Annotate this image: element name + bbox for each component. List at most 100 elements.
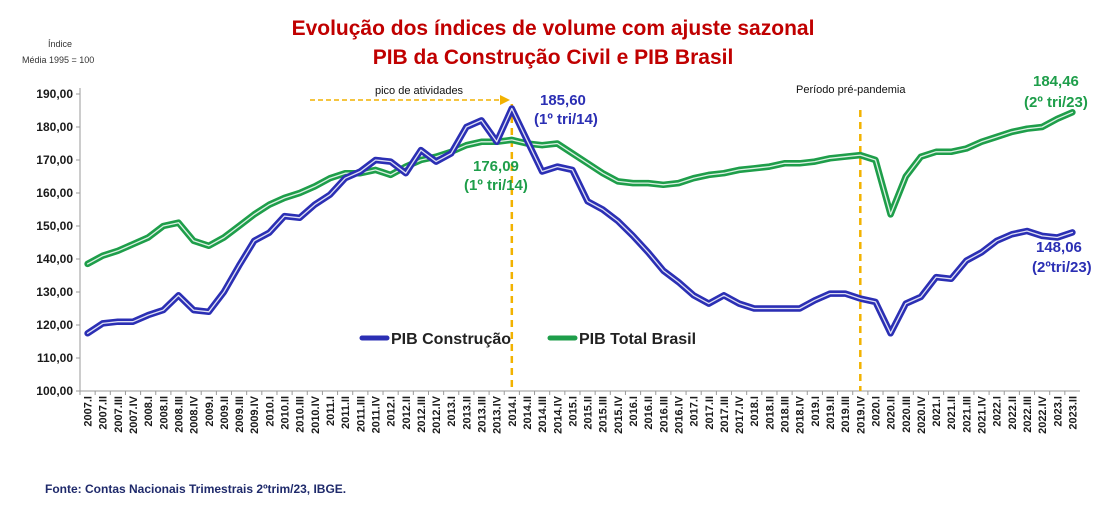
y-tick-label: 180,00 bbox=[36, 120, 73, 134]
x-tick-label: 2014.III bbox=[537, 396, 549, 433]
x-tick-label: 2009.II bbox=[219, 396, 231, 430]
x-tick-label: 2009.III bbox=[234, 396, 246, 433]
total-peak-value: 176,09 bbox=[473, 158, 519, 175]
x-tick-label: 2010.IV bbox=[310, 395, 322, 434]
x-tick-label: 2017.I bbox=[689, 396, 701, 427]
legend-label-total: PIB Total Brasil bbox=[579, 331, 696, 348]
x-tick-label: 2022.IV bbox=[1037, 395, 1049, 434]
x-tick-label: 2016.IV bbox=[673, 395, 685, 434]
x-tick-label: 2017.III bbox=[719, 396, 731, 433]
x-tick-label: 2020.I bbox=[870, 396, 882, 427]
y-tick-label: 100,00 bbox=[36, 384, 73, 398]
x-tick-label: 2011.IV bbox=[370, 395, 382, 433]
x-tick-label: 2007.II bbox=[98, 396, 110, 430]
x-tick-label: 2015.IV bbox=[613, 395, 625, 434]
series-layer bbox=[84, 105, 1076, 337]
x-tick-label: 2010.III bbox=[295, 396, 307, 433]
series-highlight-construcao bbox=[86, 107, 1074, 334]
x-tick-label: 2018.I bbox=[749, 396, 761, 427]
x-tick-label: 2020.II bbox=[886, 396, 898, 430]
x-tick-label: 2020.III bbox=[901, 396, 913, 433]
x-tick-label: 2016.II bbox=[643, 396, 655, 430]
x-tick-label: 2009.IV bbox=[249, 395, 261, 434]
x-tick-label: 2021.II bbox=[946, 396, 958, 430]
x-tick-label: 2019.IV bbox=[855, 395, 867, 434]
x-tick-label: 2013.I bbox=[446, 396, 458, 427]
x-tick-label: 2022.II bbox=[1007, 396, 1019, 430]
x-tick-label: 2012.II bbox=[401, 396, 413, 430]
x-axis: 2007.I 2007.II 2007.III 2007.IV 2008.I 2008.I… bbox=[79, 390, 1080, 434]
construcao-last-value: 148,06 bbox=[1036, 239, 1082, 256]
x-tick-label: 2013.II bbox=[461, 396, 473, 430]
x-tick-label: 2009.I bbox=[204, 396, 216, 427]
x-tick-label: 2008.I bbox=[143, 396, 155, 427]
y-tick-label: 190,00 bbox=[36, 87, 73, 101]
x-tick-label: 2007.III bbox=[113, 396, 125, 433]
x-tick-label: 2012.I bbox=[386, 396, 398, 427]
pre-pandemia-label: Período pré-pandemia bbox=[796, 84, 906, 96]
x-tick-label: 2014.IV bbox=[552, 395, 564, 434]
y-tick-label: 130,00 bbox=[36, 285, 73, 299]
x-tick-label: 2016.III bbox=[658, 396, 670, 433]
y-tick-label: 150,00 bbox=[36, 219, 73, 233]
chart-subtitle: PIB da Construção Civil e PIB Brasil bbox=[373, 46, 734, 69]
x-tick-label: 2014.I bbox=[507, 396, 519, 427]
x-tick-label: 2015.III bbox=[598, 396, 610, 433]
x-tick-label: 2021.I bbox=[931, 396, 943, 427]
x-tick-label: 2018.II bbox=[764, 396, 776, 430]
x-tick-label: 2010.I bbox=[264, 396, 276, 427]
total-last-period: (2º tri/23) bbox=[1024, 94, 1088, 111]
x-tick-label: 2007.I bbox=[83, 396, 95, 427]
x-tick-label: 2016.I bbox=[628, 396, 640, 427]
x-tick-label: 2015.II bbox=[583, 396, 595, 430]
y-tick-label: 120,00 bbox=[36, 318, 73, 332]
x-tick-label: 2011.III bbox=[355, 396, 367, 432]
x-tick-label: 2018.III bbox=[780, 396, 792, 433]
legend: PIB Construção PIB Total Brasil bbox=[359, 331, 696, 348]
x-tick-label: 2008.IV bbox=[189, 395, 201, 434]
x-tick-label: 2007.IV bbox=[128, 395, 140, 434]
y-tick-label: 160,00 bbox=[36, 186, 73, 200]
x-tick-label: 2017.II bbox=[704, 396, 716, 430]
pico-arrow-head bbox=[500, 95, 510, 105]
pico-label: pico de atividades bbox=[375, 85, 464, 97]
y-tick-label: 110,00 bbox=[37, 351, 73, 365]
x-tick-label: 2012.III bbox=[416, 396, 428, 433]
x-tick-label: 2022.I bbox=[992, 396, 1004, 427]
series-line-construcao bbox=[84, 105, 1076, 337]
x-tick-label: 2008.II bbox=[158, 396, 170, 430]
x-tick-label: 2010.II bbox=[280, 396, 292, 430]
x-tick-label: 2014.II bbox=[522, 396, 534, 430]
y-axis: 100,00 110,00 120,00 130,00 140,00 150,00 160,… bbox=[36, 87, 81, 398]
x-tick-label: 2013.III bbox=[477, 396, 489, 433]
x-tick-label: 2019.II bbox=[825, 396, 837, 430]
x-tick-label: 2020.IV bbox=[916, 395, 928, 434]
construcao-peak-period: (1º tri/14) bbox=[534, 111, 598, 128]
x-tick-label: 2008.III bbox=[173, 396, 185, 433]
x-tick-label: 2021.III bbox=[961, 396, 973, 433]
x-tick-label: 2023.II bbox=[1067, 396, 1079, 430]
y-axis-label-line1: Índice bbox=[48, 39, 72, 49]
x-tick-label: 2015.I bbox=[567, 396, 579, 427]
x-tick-label: 2023.I bbox=[1052, 396, 1064, 427]
y-axis-label-line2: Média 1995 = 100 bbox=[22, 55, 94, 65]
x-tick-label: 2013.IV bbox=[492, 395, 504, 434]
reference-lines bbox=[510, 104, 862, 391]
x-tick-label: 2011.I bbox=[325, 396, 337, 426]
x-tick-label: 2019.III bbox=[840, 396, 852, 433]
x-tick-label: 2018.IV bbox=[795, 395, 807, 434]
source-note: Fonte: Contas Nacionais Trimestrais 2ºtr… bbox=[45, 482, 346, 496]
x-tick-label: 2017.IV bbox=[734, 395, 746, 434]
x-tick-label: 2019.I bbox=[810, 396, 822, 427]
total-last-value: 184,46 bbox=[1033, 73, 1079, 90]
x-tick-label: 2011.II bbox=[340, 396, 352, 429]
construcao-peak-value: 185,60 bbox=[540, 92, 586, 109]
series-highlight-total bbox=[86, 111, 1074, 265]
construcao-last-period: (2ºtri/23) bbox=[1032, 259, 1092, 276]
x-tick-label: 2021.IV bbox=[977, 395, 989, 434]
x-tick-label: 2012.IV bbox=[431, 395, 443, 434]
y-tick-label: 170,00 bbox=[36, 153, 73, 167]
legend-label-construcao: PIB Construção bbox=[391, 331, 511, 348]
chart-title: Evolução dos índices de volume com ajust… bbox=[292, 17, 815, 40]
